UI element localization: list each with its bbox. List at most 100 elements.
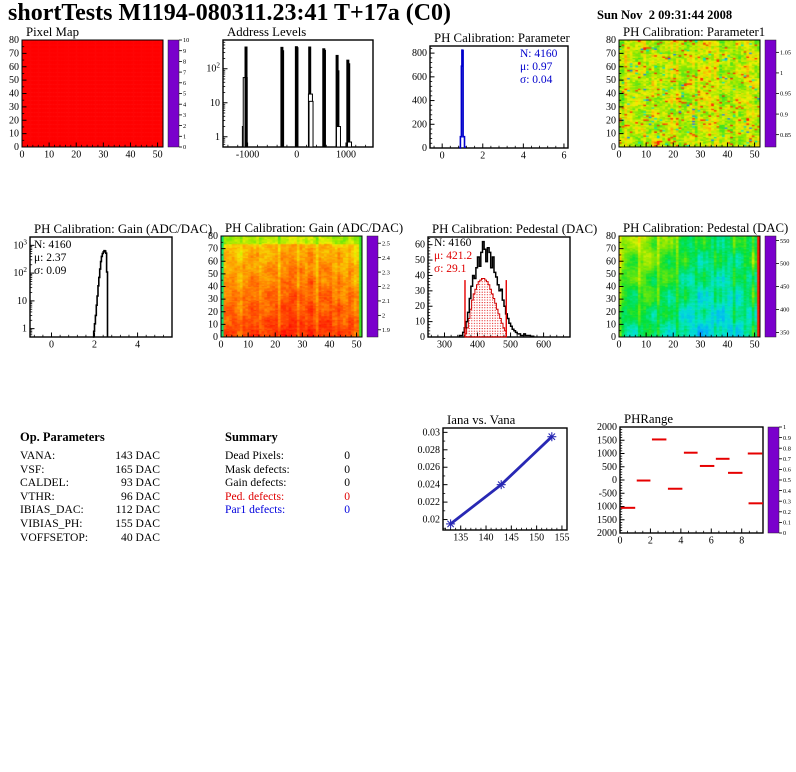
svg-text:80: 80 — [208, 231, 218, 242]
svg-text:2.4: 2.4 — [382, 255, 391, 262]
svg-text:20: 20 — [606, 115, 616, 126]
svg-text:0.028: 0.028 — [418, 445, 441, 456]
svg-text:30: 30 — [606, 102, 616, 113]
svg-text:10: 10 — [641, 340, 651, 351]
panel-title-gain-map: PH Calibration: Gain (ADC/DAC) — [225, 221, 404, 235]
svg-text:1: 1 — [183, 134, 186, 141]
svg-text:4: 4 — [678, 536, 683, 547]
svg-text:50: 50 — [153, 150, 163, 161]
svg-text:10: 10 — [606, 129, 616, 140]
svg-text:0.024: 0.024 — [418, 480, 441, 491]
svg-text:155: 155 — [554, 533, 569, 544]
svg-text:0: 0 — [213, 332, 218, 343]
svg-text:20: 20 — [270, 340, 280, 351]
panel-title-ph-parameter: PH Calibration: Parameter — [434, 31, 570, 45]
stat-entries: N: 4160 — [434, 237, 472, 249]
timestamp: Sun Nov 2 09:31:44 2008 — [597, 8, 733, 22]
svg-text:50: 50 — [606, 269, 616, 280]
svg-text:2000: 2000 — [597, 422, 617, 433]
stats-box-pedestal: N: 4160 μ: 421.2 σ: 29.1 — [434, 237, 472, 276]
svg-text:50: 50 — [208, 269, 218, 280]
svg-text:0.1: 0.1 — [783, 520, 791, 527]
svg-text:8: 8 — [739, 536, 744, 547]
ph-range-plot: 0 2 4 6 8 2000 1500 1000 500 0 -500 1000 1500 2000 1 0.… — [597, 422, 792, 547]
svg-text:4: 4 — [521, 151, 526, 162]
svg-text:500: 500 — [503, 340, 518, 351]
panel-iana-vs-vana: Iana vs. Vana 135 140 145 150 155 0.02 0.022 0.… — [398, 412, 597, 552]
text-row: Par1 defects: 0 — [225, 503, 350, 517]
address-levels-plot: -1000 0 1000 1 10 102 — [206, 39, 374, 161]
panel-title-ph-range: PHRange — [624, 412, 674, 426]
svg-text:10: 10 — [183, 37, 189, 44]
stat-mean: μ: 0.97 — [520, 61, 553, 73]
svg-text:0.7: 0.7 — [783, 456, 791, 463]
svg-text:2: 2 — [480, 151, 485, 162]
svg-text:7: 7 — [183, 69, 186, 76]
svg-text:80: 80 — [9, 35, 19, 46]
svg-text:1: 1 — [22, 324, 27, 335]
svg-text:0: 0 — [611, 332, 616, 343]
panel-title-gain-hist: PH Calibration: Gain (ADC/DAC) — [34, 222, 213, 236]
svg-text:70: 70 — [208, 244, 218, 255]
svg-text:-500: -500 — [599, 488, 617, 499]
svg-text:200: 200 — [412, 119, 427, 130]
svg-text:30: 30 — [297, 340, 307, 351]
svg-text:2: 2 — [92, 340, 97, 351]
svg-text:500: 500 — [780, 261, 789, 268]
text-row: CALDEL: 93 DAC — [20, 476, 160, 490]
svg-text:-1000: -1000 — [236, 150, 259, 161]
svg-text:8: 8 — [183, 59, 186, 66]
svg-text:0: 0 — [612, 475, 617, 486]
svg-text:1: 1 — [780, 70, 783, 77]
svg-text:50: 50 — [606, 75, 616, 86]
svg-text:40: 40 — [324, 340, 334, 351]
summary-rows: Dead Pixels: 0 Mask defects: 0 Gain defects:… — [225, 449, 350, 517]
svg-text:20: 20 — [668, 150, 678, 161]
svg-text:20: 20 — [9, 115, 19, 126]
text-row: VSF: 165 DAC — [20, 462, 160, 476]
gain_map-heatmap-cells — [221, 236, 362, 337]
svg-text:0.8: 0.8 — [783, 445, 791, 452]
svg-text:400: 400 — [780, 307, 789, 314]
text-row: VTHR: 96 DAC — [20, 489, 160, 503]
svg-text:0.4: 0.4 — [783, 488, 792, 495]
svg-text:1: 1 — [783, 424, 786, 431]
panel-title-parameter1-map: PH Calibration: Parameter1 — [623, 25, 766, 39]
svg-text:6: 6 — [561, 151, 566, 162]
svg-text:40: 40 — [9, 89, 19, 100]
panel-ph-parameter: PH Calibration: Parameter 0 2 4 6 0 200 400 600… — [398, 28, 597, 170]
text-row: Mask defects: 0 — [225, 462, 350, 476]
svg-text:20: 20 — [71, 150, 81, 161]
panel-parameter1-map: PH Calibration: Parameter1 0 10 20 30 40 50 0 1… — [597, 25, 796, 170]
svg-text:1500: 1500 — [597, 435, 617, 446]
svg-text:2: 2 — [382, 313, 385, 320]
svg-text:40: 40 — [722, 340, 732, 351]
svg-text:0: 0 — [183, 144, 186, 151]
gain-map-plot: 0 10 20 30 40 50010203040506070802.52.42.32.2… — [208, 231, 391, 351]
svg-text:0: 0 — [611, 142, 616, 153]
svg-text:0: 0 — [440, 151, 445, 162]
pedestal_map-heatmap-cells — [619, 236, 760, 337]
svg-text:1500: 1500 — [597, 515, 617, 526]
panel-title-iana-vs-vana: Iana vs. Vana — [447, 413, 516, 427]
svg-text:600: 600 — [412, 72, 427, 83]
svg-text:0.6: 0.6 — [783, 467, 791, 474]
svg-text:0: 0 — [617, 340, 622, 351]
svg-text:0.03: 0.03 — [423, 427, 441, 438]
svg-text:10: 10 — [210, 98, 220, 109]
text-row: IBIAS_DAC: 112 DAC — [20, 503, 160, 517]
svg-text:2.1: 2.1 — [382, 298, 390, 305]
svg-text:60: 60 — [606, 62, 616, 73]
svg-text:0: 0 — [783, 530, 786, 537]
svg-text:600: 600 — [536, 340, 551, 351]
svg-text:40: 40 — [125, 150, 135, 161]
svg-text:4: 4 — [183, 101, 187, 108]
panel-gain-hist: PH Calibration: Gain (ADC/DAC) 0 2 4 1 10 102… — [0, 221, 212, 363]
svg-text:10: 10 — [17, 296, 27, 307]
op-parameters-heading: Op. Parameters — [20, 430, 105, 444]
svg-text:9: 9 — [183, 48, 186, 55]
svg-text:2.2: 2.2 — [382, 284, 390, 291]
svg-text:50: 50 — [750, 340, 760, 351]
svg-text:550: 550 — [780, 238, 789, 245]
